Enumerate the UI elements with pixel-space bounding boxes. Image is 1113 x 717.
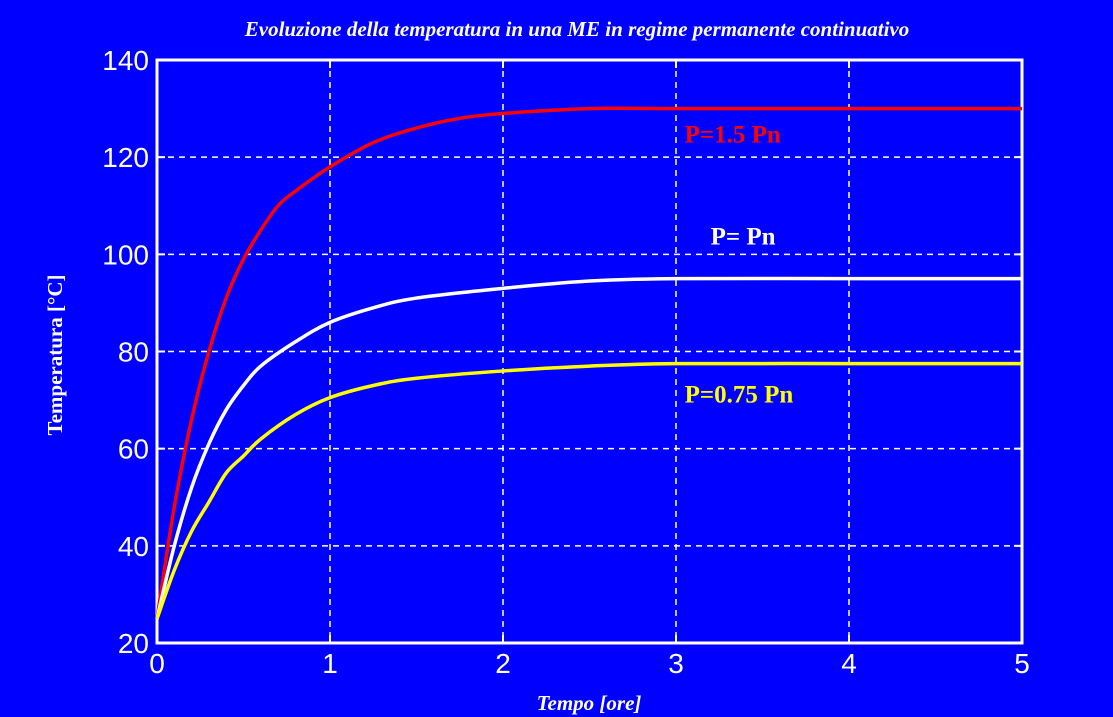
y-tick-label: 140 <box>102 45 149 76</box>
x-tick-label: 4 <box>841 648 857 679</box>
series-label: P= Pn <box>711 224 776 251</box>
y-tick-label: 100 <box>102 239 149 270</box>
series-line-p-0-75-pn <box>155 361 1022 620</box>
series-line-p-1-5-pn <box>155 106 1022 619</box>
x-tick-label: 0 <box>149 648 165 679</box>
annotation-layer: P=1.5 Pn P= Pn P=0.75 Pn <box>685 122 794 409</box>
y-tick-label: 80 <box>118 337 149 368</box>
y-tick-label: 20 <box>118 628 149 659</box>
y-tick-label: 120 <box>102 142 149 173</box>
series-label: P=0.75 Pn <box>685 382 794 409</box>
y-tick-label: 40 <box>118 531 149 562</box>
tick-layer: 0 1 2 3 4 5 20 40 60 80 100 120 140 <box>102 45 1030 679</box>
x-tick-label: 2 <box>495 648 511 679</box>
series-layer <box>155 106 1022 620</box>
grid-layer <box>157 60 1022 643</box>
x-axis-label: Tempo [ore] <box>537 691 642 715</box>
y-tick-label: 60 <box>118 434 149 465</box>
x-tick-label: 1 <box>322 648 338 679</box>
x-tick-label: 3 <box>668 648 684 679</box>
y-axis-label: Temperatura [°C] <box>43 274 67 435</box>
chart-title: Evoluzione della temperatura in una ME i… <box>244 17 909 41</box>
x-tick-label: 5 <box>1014 648 1030 679</box>
series-line-p-pn <box>155 276 1022 620</box>
series-label: P=1.5 Pn <box>685 122 781 149</box>
